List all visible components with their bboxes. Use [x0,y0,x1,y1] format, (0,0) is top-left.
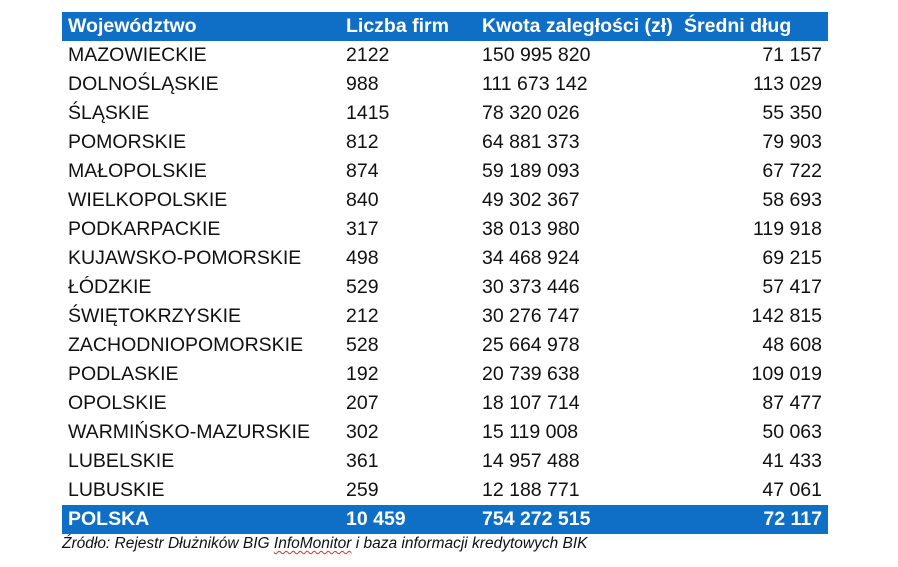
total-kwota: 754 272 515 [476,505,678,534]
cell-kwota: 34 468 924 [476,244,678,273]
header-liczba-firm: Liczba firm [340,12,476,41]
table-row: ŚWIĘTOKRZYSKIE 212 30 276 747 142 815 [62,302,828,331]
cell-wojewodztwo: POMORSKIE [62,128,340,157]
header-sredni-dlug: Średni dług [678,12,828,41]
cell-kwota: 78 320 026 [476,99,678,128]
cell-wojewodztwo: ŚWIĘTOKRZYSKIE [62,302,340,331]
cell-sredni-dlug: 41 433 [678,447,828,476]
cell-liczba-firm: 302 [340,418,476,447]
table-body: MAZOWIECKIE 2122 150 995 820 71 157 DOLNOŚLĄ… [62,41,828,505]
table-header: Województwo Liczba firm Kwota zaległości… [62,12,828,41]
table-row: PODLASKIE 192 20 739 638 109 019 [62,360,828,389]
cell-wojewodztwo: MAZOWIECKIE [62,41,340,70]
total-liczba-firm: 10 459 [340,505,476,534]
cell-kwota: 49 302 367 [476,186,678,215]
cell-wojewodztwo: KUJAWSKO-POMORSKIE [62,244,340,273]
cell-kwota: 25 664 978 [476,331,678,360]
source-note: Źródło: Rejestr Dłużników BIG InfoMonito… [62,535,588,553]
table-row: ŁÓDZKIE 529 30 373 446 57 417 [62,273,828,302]
table-row: MAZOWIECKIE 2122 150 995 820 71 157 [62,41,828,70]
cell-liczba-firm: 1415 [340,99,476,128]
cell-sredni-dlug: 47 061 [678,476,828,505]
cell-sredni-dlug: 113 029 [678,70,828,99]
cell-liczba-firm: 2122 [340,41,476,70]
table-row: WIELKOPOLSKIE 840 49 302 367 58 693 [62,186,828,215]
cell-liczba-firm: 212 [340,302,476,331]
table-row: ZACHODNIOPOMORSKIE 528 25 664 978 48 608 [62,331,828,360]
cell-sredni-dlug: 67 722 [678,157,828,186]
cell-sredni-dlug: 119 918 [678,215,828,244]
cell-kwota: 30 373 446 [476,273,678,302]
cell-wojewodztwo: PODKARPACKIE [62,215,340,244]
cell-kwota: 38 013 980 [476,215,678,244]
table-row: LUBUSKIE 259 12 188 771 47 061 [62,476,828,505]
cell-kwota: 18 107 714 [476,389,678,418]
table-row: POMORSKIE 812 64 881 373 79 903 [62,128,828,157]
cell-sredni-dlug: 55 350 [678,99,828,128]
cell-wojewodztwo: WIELKOPOLSKIE [62,186,340,215]
cell-sredni-dlug: 87 477 [678,389,828,418]
table-row: PODKARPACKIE 317 38 013 980 119 918 [62,215,828,244]
cell-wojewodztwo: OPOLSKIE [62,389,340,418]
cell-sredni-dlug: 57 417 [678,273,828,302]
cell-wojewodztwo: ŁÓDZKIE [62,273,340,302]
table-row: KUJAWSKO-POMORSKIE 498 34 468 924 69 215 [62,244,828,273]
cell-liczba-firm: 874 [340,157,476,186]
cell-liczba-firm: 988 [340,70,476,99]
cell-sredni-dlug: 58 693 [678,186,828,215]
cell-liczba-firm: 840 [340,186,476,215]
header-wojewodztwo: Województwo [62,12,340,41]
table-row: MAŁOPOLSKIE 874 59 189 093 67 722 [62,157,828,186]
cell-kwota: 111 673 142 [476,70,678,99]
cell-wojewodztwo: WARMIŃSKO-MAZURSKIE [62,418,340,447]
total-label: POLSKA [62,505,340,534]
header-row: Województwo Liczba firm Kwota zaległości… [62,12,828,41]
source-misspelled-word: InfoMonitor [273,535,352,552]
cell-liczba-firm: 207 [340,389,476,418]
cell-wojewodztwo: ZACHODNIOPOMORSKIE [62,331,340,360]
table-row: OPOLSKIE 207 18 107 714 87 477 [62,389,828,418]
total-sredni-dlug: 72 117 [678,505,828,534]
cell-liczba-firm: 498 [340,244,476,273]
cell-sredni-dlug: 79 903 [678,128,828,157]
cell-liczba-firm: 192 [340,360,476,389]
source-suffix: i baza informacji kredytowych BIK [351,535,588,552]
cell-kwota: 12 188 771 [476,476,678,505]
cell-wojewodztwo: DOLNOŚLĄSKIE [62,70,340,99]
cell-liczba-firm: 528 [340,331,476,360]
table-row: DOLNOŚLĄSKIE 988 111 673 142 113 029 [62,70,828,99]
cell-sredni-dlug: 50 063 [678,418,828,447]
source-prefix: Źródło: Rejestr Dłużników BIG [62,535,274,552]
cell-sredni-dlug: 142 815 [678,302,828,331]
cell-liczba-firm: 317 [340,215,476,244]
cell-liczba-firm: 259 [340,476,476,505]
cell-kwota: 14 957 488 [476,447,678,476]
cell-kwota: 20 739 638 [476,360,678,389]
cell-liczba-firm: 361 [340,447,476,476]
cell-sredni-dlug: 69 215 [678,244,828,273]
cell-wojewodztwo: PODLASKIE [62,360,340,389]
cell-sredni-dlug: 71 157 [678,41,828,70]
cell-wojewodztwo: LUBUSKIE [62,476,340,505]
cell-kwota: 150 995 820 [476,41,678,70]
cell-wojewodztwo: LUBELSKIE [62,447,340,476]
cell-kwota: 59 189 093 [476,157,678,186]
cell-kwota: 15 119 008 [476,418,678,447]
table-row: WARMIŃSKO-MAZURSKIE 302 15 119 008 50 063 [62,418,828,447]
cell-liczba-firm: 529 [340,273,476,302]
header-kwota-zaleglosci: Kwota zaległości (zł) [476,12,678,41]
cell-kwota: 30 276 747 [476,302,678,331]
table-row: LUBELSKIE 361 14 957 488 41 433 [62,447,828,476]
total-row: POLSKA 10 459 754 272 515 72 117 [62,505,828,534]
table-footer: POLSKA 10 459 754 272 515 72 117 [62,505,828,534]
debt-table: Województwo Liczba firm Kwota zaległości… [62,12,828,534]
cell-kwota: 64 881 373 [476,128,678,157]
cell-wojewodztwo: MAŁOPOLSKIE [62,157,340,186]
table-row: ŚLĄSKIE 1415 78 320 026 55 350 [62,99,828,128]
cell-liczba-firm: 812 [340,128,476,157]
cell-sredni-dlug: 109 019 [678,360,828,389]
cell-wojewodztwo: ŚLĄSKIE [62,99,340,128]
cell-sredni-dlug: 48 608 [678,331,828,360]
